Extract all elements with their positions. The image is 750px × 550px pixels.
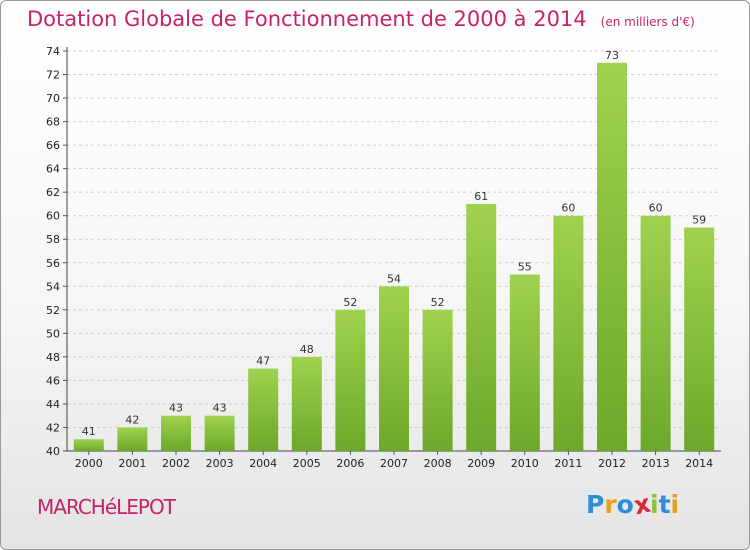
value-label-2009: 61 <box>474 190 488 203</box>
value-label-2001: 42 <box>125 413 139 426</box>
y-tick-label: 46 <box>46 374 60 387</box>
x-tick-label-2007: 2007 <box>380 457 408 470</box>
y-tick-label: 54 <box>46 280 60 293</box>
y-tick-label: 48 <box>46 351 60 364</box>
x-tick-label-2000: 2000 <box>75 457 103 470</box>
chart-title: Dotation Globale de Fonctionnement de 20… <box>27 7 587 31</box>
y-tick-label: 60 <box>46 210 60 223</box>
bar-2014 <box>684 227 715 451</box>
bar-2010 <box>509 274 540 451</box>
x-tick-label-2012: 2012 <box>598 457 626 470</box>
value-label-2006: 52 <box>343 296 357 309</box>
proxiti-logo: Proxiti <box>586 489 680 521</box>
value-label-2013: 60 <box>649 202 663 215</box>
bar-2011 <box>553 215 584 451</box>
logo-letter: o <box>616 490 634 519</box>
commune-name: MARCHéLEPOT <box>37 495 176 519</box>
value-label-2005: 48 <box>300 343 314 356</box>
title-row: Dotation Globale de Fonctionnement de 20… <box>27 7 695 31</box>
logo-letter: r <box>604 490 617 519</box>
x-tick-label-2010: 2010 <box>511 457 539 470</box>
y-tick-label: 68 <box>46 116 60 129</box>
value-label-2004: 47 <box>256 355 270 368</box>
value-label-2010: 55 <box>518 261 532 274</box>
y-tick-label: 40 <box>46 445 60 458</box>
logo-letter: i <box>670 490 680 519</box>
bar-2001 <box>117 427 148 451</box>
bar-2002 <box>161 415 191 451</box>
y-tick-label: 44 <box>46 398 60 411</box>
y-tick-label: 42 <box>46 421 60 434</box>
bar-2007 <box>379 286 409 451</box>
x-tick-label-2013: 2013 <box>642 457 670 470</box>
bar-2005 <box>291 356 322 451</box>
y-tick-label: 72 <box>46 69 60 82</box>
bar-2006 <box>335 309 366 451</box>
bar-2003 <box>204 415 235 451</box>
y-tick-label: 66 <box>46 139 60 152</box>
x-tick-label-2003: 2003 <box>206 457 234 470</box>
value-label-2003: 43 <box>213 402 227 415</box>
logo-letter: P <box>586 490 605 519</box>
value-label-2012: 73 <box>605 49 619 62</box>
bar-2004 <box>248 368 279 451</box>
value-label-2002: 43 <box>169 402 183 415</box>
bar-2009 <box>466 203 497 451</box>
x-tick-label-2001: 2001 <box>118 457 146 470</box>
bar-2008 <box>422 309 453 451</box>
value-label-2014: 59 <box>692 213 706 226</box>
value-label-2000: 41 <box>82 425 96 438</box>
y-tick-label: 56 <box>46 257 60 270</box>
bar-2012 <box>597 62 627 451</box>
logo-letter: i <box>650 490 659 519</box>
y-tick-label: 58 <box>46 233 60 246</box>
x-tick-label-2009: 2009 <box>467 457 495 470</box>
x-tick-label-2005: 2005 <box>293 457 321 470</box>
chart-subtitle: (en milliers d'€) <box>600 15 695 29</box>
x-tick-label-2006: 2006 <box>336 457 364 470</box>
y-tick-label: 50 <box>46 327 60 340</box>
y-tick-label: 52 <box>46 304 60 317</box>
x-tick-label-2002: 2002 <box>162 457 190 470</box>
bar-2000 <box>73 439 104 451</box>
y-tick-label: 74 <box>46 45 60 58</box>
x-tick-label-2014: 2014 <box>685 457 713 470</box>
bar-2013 <box>640 215 671 451</box>
value-label-2008: 52 <box>431 296 445 309</box>
value-label-2011: 60 <box>561 202 575 215</box>
value-label-2007: 54 <box>387 272 401 285</box>
y-tick-label: 70 <box>46 92 60 105</box>
x-tick-label-2004: 2004 <box>249 457 277 470</box>
x-tick-label-2011: 2011 <box>554 457 582 470</box>
x-tick-label-2008: 2008 <box>424 457 452 470</box>
y-tick-label: 62 <box>46 186 60 199</box>
y-tick-label: 64 <box>46 163 60 176</box>
logo-letter: t <box>658 490 671 519</box>
